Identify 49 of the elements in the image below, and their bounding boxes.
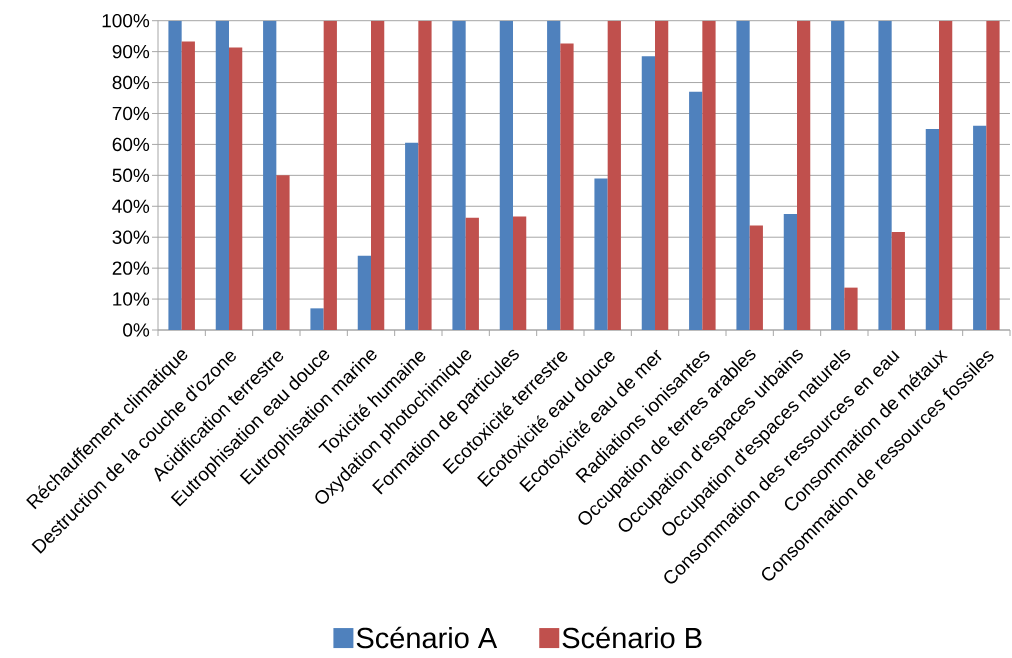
y-tick-label: 70% [112, 106, 150, 121]
bar [371, 20, 385, 330]
bar [452, 20, 466, 330]
bar [263, 20, 277, 330]
bar [594, 178, 608, 330]
y-tick-label: 50% [112, 168, 150, 183]
bar [323, 20, 337, 330]
bar [655, 20, 669, 330]
bar [831, 20, 845, 330]
y-tick-label: 20% [112, 261, 150, 275]
bar [499, 20, 513, 330]
bar [215, 20, 229, 330]
bar [939, 20, 953, 330]
bar [749, 225, 763, 330]
bar [986, 20, 1000, 330]
bar [844, 287, 858, 330]
bar [689, 91, 703, 330]
bar [547, 20, 561, 330]
bar [783, 214, 798, 330]
y-tick-label: 60% [112, 137, 150, 152]
bar [797, 20, 811, 330]
bar [878, 20, 892, 330]
bar [641, 56, 656, 330]
bar [513, 216, 527, 330]
bar [702, 20, 716, 330]
y-tick-label: 10% [113, 292, 150, 306]
bar [973, 125, 987, 330]
y-tick-label: 100% [102, 13, 150, 28]
bar [925, 128, 940, 330]
bar [736, 20, 750, 330]
bar [465, 217, 479, 330]
bar [560, 43, 574, 330]
legend-label: Scénario B [562, 626, 702, 649]
bar [168, 20, 182, 330]
y-tick-label: 40% [112, 199, 150, 214]
bar [891, 231, 905, 330]
bar [181, 41, 195, 330]
bar [607, 20, 621, 330]
y-tick-label: 30% [112, 230, 150, 244]
legend-label: Scénario A [356, 626, 498, 649]
y-tick-label: 0% [123, 323, 150, 337]
bar [357, 255, 371, 330]
bar [276, 175, 290, 330]
bar [405, 142, 419, 330]
bar [418, 20, 432, 330]
y-tick-label: 80% [112, 75, 150, 90]
bar [310, 308, 324, 330]
y-tick-label: 90% [112, 44, 150, 59]
bar [229, 47, 243, 330]
